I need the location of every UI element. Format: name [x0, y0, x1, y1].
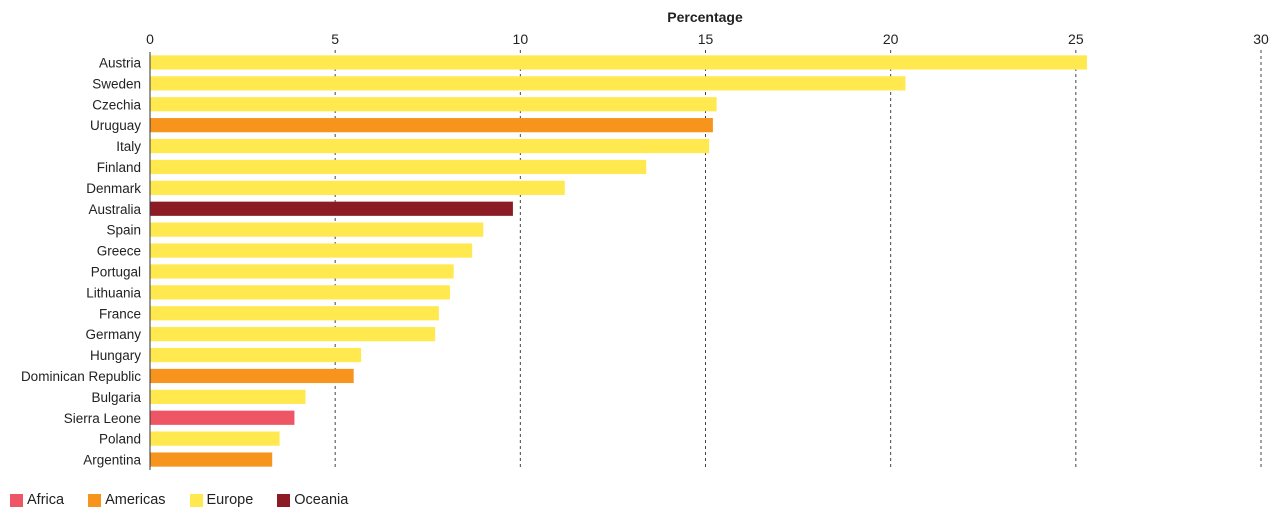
x-tick-label: 15: [698, 31, 714, 47]
bar-italy: [150, 138, 710, 154]
legend: Africa Americas Europe Oceania: [10, 492, 348, 508]
x-tick-label: 25: [1068, 31, 1084, 47]
x-tick-label: 0: [146, 31, 154, 47]
bar-spain: [150, 222, 484, 237]
category-label: Sweden: [92, 76, 141, 91]
legend-swatch: [10, 493, 23, 507]
x-tick-label: 20: [883, 31, 899, 47]
legend-item: Americas: [88, 492, 166, 508]
bar-sierra-leone: [150, 410, 295, 425]
category-label: Poland: [99, 432, 141, 447]
bars: [150, 55, 1087, 467]
legend-label: Europe: [206, 492, 254, 508]
x-tick-label: 10: [513, 31, 529, 47]
category-label: Germany: [85, 327, 141, 342]
category-label: Argentina: [83, 453, 141, 468]
legend-item: Oceania: [277, 492, 348, 508]
legend-label: Americas: [105, 492, 166, 508]
bar-france: [150, 306, 439, 321]
bar-hungary: [150, 347, 362, 363]
category-label: Finland: [97, 160, 141, 175]
category-label: Italy: [116, 139, 141, 154]
category-label: Austria: [99, 55, 142, 70]
category-label: Uruguay: [90, 118, 141, 133]
bar-austria: [150, 55, 1087, 70]
legend-label: Africa: [27, 492, 65, 508]
bar-australia: [150, 201, 513, 216]
bar-germany: [150, 327, 436, 342]
category-label: Spain: [106, 223, 141, 238]
category-label: France: [99, 306, 141, 321]
legend-swatch: [277, 493, 291, 507]
category-label: Czechia: [92, 97, 141, 112]
category-label: Bulgaria: [91, 390, 141, 405]
bar-dominican-republic: [150, 368, 354, 384]
grid-lines: [334, 50, 1262, 470]
x-tick-labels: 0 5 10 15 20 25 30: [146, 31, 1269, 47]
bar-portugal: [150, 264, 454, 279]
category-label: Greece: [97, 244, 141, 259]
x-tick-label: 5: [331, 31, 339, 47]
bar-sweden: [150, 76, 906, 91]
category-label: Australia: [88, 202, 141, 217]
bar-greece: [150, 243, 473, 258]
category-labels: Austria Sweden Czechia Uruguay Italy Finland D…: [21, 55, 142, 467]
legend-swatch: [88, 493, 102, 507]
category-label: Sierra Leone: [64, 411, 141, 426]
bar-uruguay: [150, 118, 713, 133]
bar-poland: [150, 431, 280, 446]
category-label: Denmark: [86, 181, 141, 196]
category-label: Dominican Republic: [21, 369, 141, 384]
legend-item: Africa: [10, 492, 64, 508]
category-label: Hungary: [90, 348, 141, 363]
x-tick-label: 30: [1253, 31, 1269, 47]
bar-argentina: [150, 452, 273, 467]
legend-label: Oceania: [294, 492, 349, 508]
category-label: Lithuania: [86, 285, 141, 300]
bar-finland: [150, 159, 647, 175]
bar-denmark: [150, 180, 565, 195]
category-label: Portugal: [91, 264, 141, 279]
legend-swatch: [189, 493, 203, 507]
x-axis-title: Percentage: [667, 9, 743, 25]
bar-czechia: [150, 97, 717, 112]
bar-lithuania: [150, 285, 450, 300]
legend-item: Europe: [189, 492, 254, 508]
bar-bulgaria: [150, 389, 306, 404]
